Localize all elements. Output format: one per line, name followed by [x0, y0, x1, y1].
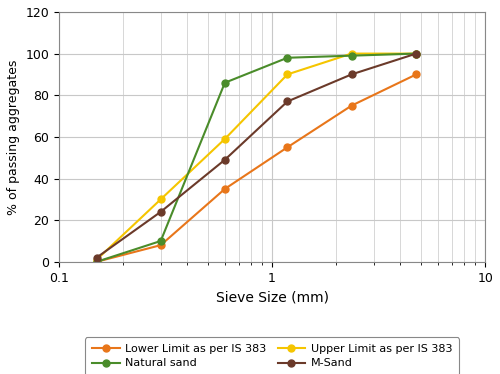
M-Sand	[284, 99, 290, 104]
Y-axis label: % of passing aggregates: % of passing aggregates	[7, 59, 20, 215]
Natural sand	[158, 239, 164, 243]
M-Sand	[222, 157, 228, 162]
Line: Natural sand: Natural sand	[93, 50, 420, 265]
M-Sand	[414, 51, 420, 56]
Line: Lower Limit as per IS 383: Lower Limit as per IS 383	[93, 71, 420, 265]
Natural sand	[284, 55, 290, 60]
Lower Limit as per IS 383	[348, 103, 354, 108]
Line: Upper Limit as per IS 383: Upper Limit as per IS 383	[93, 50, 420, 263]
Natural sand	[414, 51, 420, 56]
Upper Limit as per IS 383	[158, 197, 164, 202]
Natural sand	[222, 80, 228, 85]
Natural sand	[94, 260, 100, 264]
M-Sand	[94, 255, 100, 260]
Lower Limit as per IS 383	[414, 72, 420, 77]
Natural sand	[348, 53, 354, 58]
Upper Limit as per IS 383	[284, 72, 290, 77]
Lower Limit as per IS 383	[158, 243, 164, 247]
Upper Limit as per IS 383	[348, 51, 354, 56]
Lower Limit as per IS 383	[94, 260, 100, 264]
M-Sand	[348, 72, 354, 77]
Upper Limit as per IS 383	[94, 257, 100, 262]
X-axis label: Sieve Size (mm): Sieve Size (mm)	[216, 290, 328, 304]
Upper Limit as per IS 383	[222, 137, 228, 141]
Upper Limit as per IS 383	[414, 51, 420, 56]
Lower Limit as per IS 383	[284, 145, 290, 150]
Legend: Lower Limit as per IS 383, Natural sand, Upper Limit as per IS 383, M-Sand: Lower Limit as per IS 383, Natural sand,…	[85, 337, 459, 374]
M-Sand	[158, 209, 164, 214]
Lower Limit as per IS 383	[222, 187, 228, 191]
Line: M-Sand: M-Sand	[93, 50, 420, 261]
